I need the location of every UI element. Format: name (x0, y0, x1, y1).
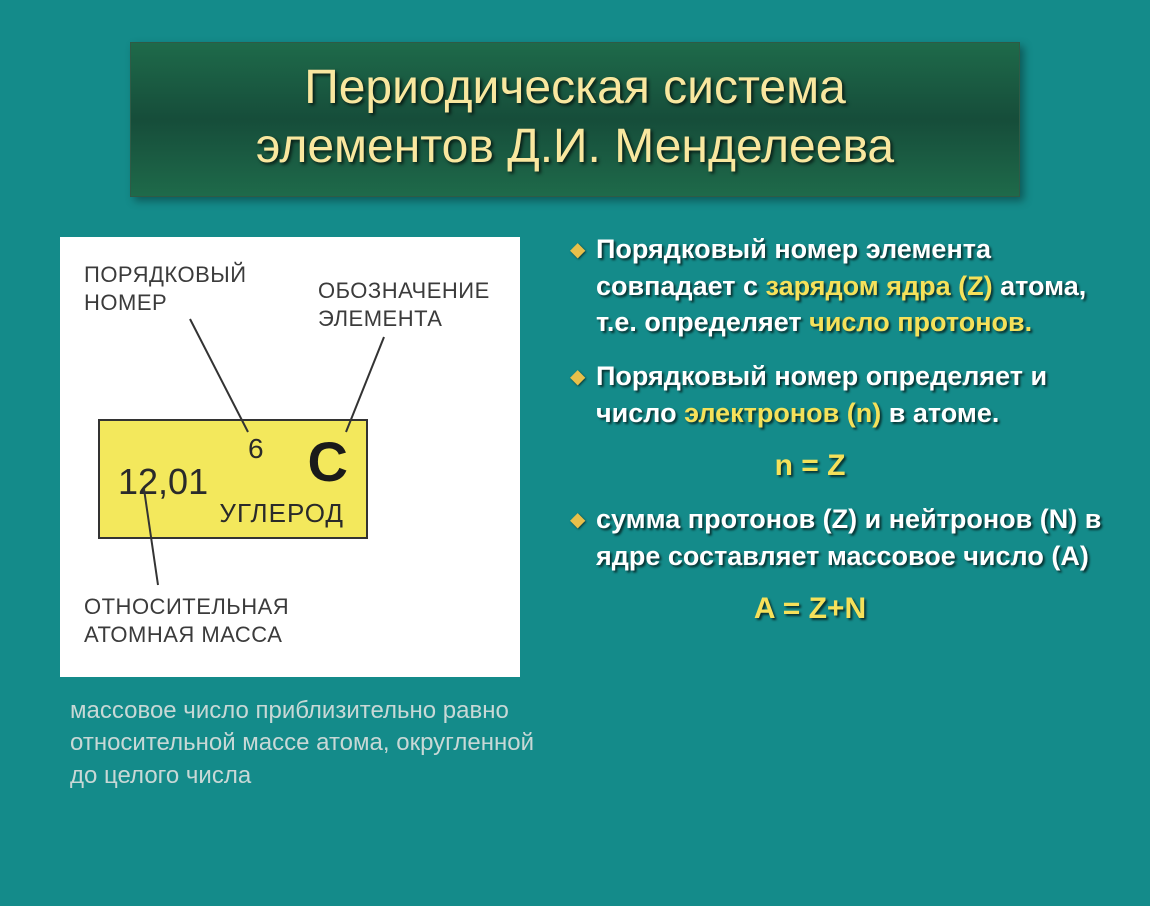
element-mass: 12,01 (118, 461, 208, 503)
element-name: УГЛЕРОД (219, 498, 344, 529)
footnote: массовое число приблизительно равно отно… (60, 695, 540, 792)
slide-title: Периодическая система элементов Д.И. Мен… (130, 42, 1020, 197)
bullet-text: Порядковый номер определяет и число элек… (596, 358, 1110, 431)
slide-content: ПОРЯДКОВЫЙ НОМЕР ОБОЗНАЧЕНИЕ ЭЛЕМЕНТА ОТ… (0, 227, 1150, 792)
label-symbol: ОБОЗНАЧЕНИЕ ЭЛЕМЕНТА (318, 277, 490, 332)
label-atomic-mass: ОТНОСИТЕЛЬНАЯ АТОМНАЯ МАССА (84, 593, 289, 648)
bullet-text: сумма протонов (Z) и нейтронов (N) в ядр… (596, 501, 1110, 574)
diamond-bullet-icon: ◆ (570, 501, 596, 532)
left-column: ПОРЯДКОВЫЙ НОМЕР ОБОЗНАЧЕНИЕ ЭЛЕМЕНТА ОТ… (60, 227, 540, 792)
title-line-1: Периодическая система (304, 61, 846, 114)
diamond-bullet-icon: ◆ (570, 358, 596, 389)
bullet-item: ◆Порядковый номер определяет и число эле… (570, 358, 1110, 431)
bullet-text: Порядковый номер элемента совпадает с за… (596, 231, 1110, 340)
element-diagram: ПОРЯДКОВЫЙ НОМЕР ОБОЗНАЧЕНИЕ ЭЛЕМЕНТА ОТ… (60, 237, 520, 677)
bullet-item: ◆Порядковый номер элемента совпадает с з… (570, 231, 1110, 340)
element-symbol: C (308, 429, 348, 494)
right-column: ◆Порядковый номер элемента совпадает с з… (570, 227, 1110, 792)
label-atomic-number: ПОРЯДКОВЫЙ НОМЕР (84, 261, 247, 316)
element-number: 6 (248, 433, 264, 465)
bullet-item: ◆сумма протонов (Z) и нейтронов (N) в яд… (570, 501, 1110, 574)
diamond-bullet-icon: ◆ (570, 231, 596, 262)
equation: n = Z (570, 449, 1110, 483)
title-line-2: элементов Д.И. Менделеева (256, 120, 894, 173)
element-cell: 12,01 6 C УГЛЕРОД (98, 419, 368, 539)
equation: A = Z+N (570, 592, 1110, 626)
